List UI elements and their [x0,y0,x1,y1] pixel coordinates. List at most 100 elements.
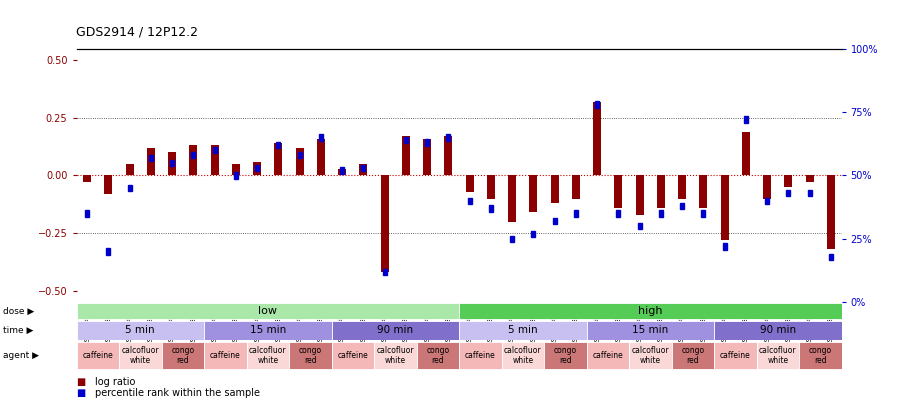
Text: 5 min: 5 min [125,325,155,335]
Bar [274,143,283,175]
Bar [247,342,289,369]
Bar [289,342,331,369]
Bar [615,175,623,208]
Bar [508,175,517,222]
Text: 90 min: 90 min [760,325,796,335]
Bar [680,203,684,209]
Bar [587,342,629,369]
Bar [417,342,459,369]
Bar [829,254,833,260]
Bar [699,175,707,208]
Bar [765,198,769,204]
Bar [401,136,410,175]
Bar [593,102,601,175]
Bar [276,142,280,148]
Bar [161,342,204,369]
Bar [510,236,514,242]
Bar [76,342,119,369]
Text: ■: ■ [76,388,86,398]
Bar [382,269,386,275]
Bar [234,172,238,179]
Text: caffeine: caffeine [338,351,368,360]
Bar [168,152,176,175]
Bar [757,342,799,369]
Text: congo
red: congo red [427,346,449,365]
Bar [423,139,431,175]
Bar [459,342,501,369]
Bar [671,342,714,369]
Bar [359,164,367,175]
Bar [806,175,814,182]
Bar [104,175,112,194]
Bar [147,148,155,175]
Bar [807,190,812,196]
Bar [446,134,450,141]
Text: congo
red: congo red [171,346,194,365]
Bar [295,148,303,175]
Bar [551,175,559,203]
Text: congo
red: congo red [299,346,322,365]
Text: percentile rank within the sample: percentile rank within the sample [94,388,259,398]
Bar [572,175,580,198]
Bar [629,342,671,369]
Bar [459,303,842,319]
Bar [744,117,748,123]
Text: 5 min: 5 min [508,325,537,335]
Bar [331,321,459,340]
Bar [544,342,587,369]
Text: congo
red: congo red [809,346,832,365]
Text: calcofluor
white: calcofluor white [504,346,542,365]
Text: calcofluor
white: calcofluor white [632,346,669,365]
Bar [340,167,344,174]
Bar [827,175,835,249]
Bar [574,210,578,217]
Bar [529,175,537,212]
Text: caffeine: caffeine [465,351,496,360]
Bar [83,175,91,182]
Bar [253,162,261,175]
Bar [657,175,665,208]
Text: 15 min: 15 min [632,325,669,335]
Bar [714,321,842,340]
Bar [489,205,493,212]
Text: calcofluor
white: calcofluor white [122,346,159,365]
Bar [465,175,473,192]
Bar [119,342,161,369]
Bar [362,165,365,171]
Text: calcofluor
white: calcofluor white [759,346,796,365]
Bar [211,145,219,175]
Text: high: high [638,306,662,316]
Text: caffeine: caffeine [83,351,113,360]
Text: GDS2914 / 12P12.2: GDS2914 / 12P12.2 [76,26,199,38]
Text: agent ▶: agent ▶ [3,351,39,360]
Bar [204,342,247,369]
Bar [587,321,714,340]
Text: caffeine: caffeine [592,351,623,360]
Bar [192,152,195,158]
Bar [638,223,642,229]
Bar [678,175,686,198]
Bar [595,101,599,108]
Bar [445,136,453,175]
Bar [126,164,134,175]
Bar [742,132,750,175]
Text: 90 min: 90 min [377,325,413,335]
Bar [338,168,346,175]
Bar [204,321,331,340]
Text: congo
red: congo red [554,346,577,365]
Bar [128,185,131,191]
Bar [714,342,757,369]
Bar [149,155,153,161]
Bar [532,231,536,237]
Bar [787,190,790,196]
Bar [635,175,644,215]
Bar [106,248,111,255]
Bar [501,342,544,369]
Text: ■: ■ [76,377,86,386]
Bar [331,342,374,369]
Text: caffeine: caffeine [210,351,240,360]
Bar [298,152,302,158]
Text: log ratio: log ratio [94,377,135,386]
Bar [76,303,459,319]
Bar [468,198,472,204]
